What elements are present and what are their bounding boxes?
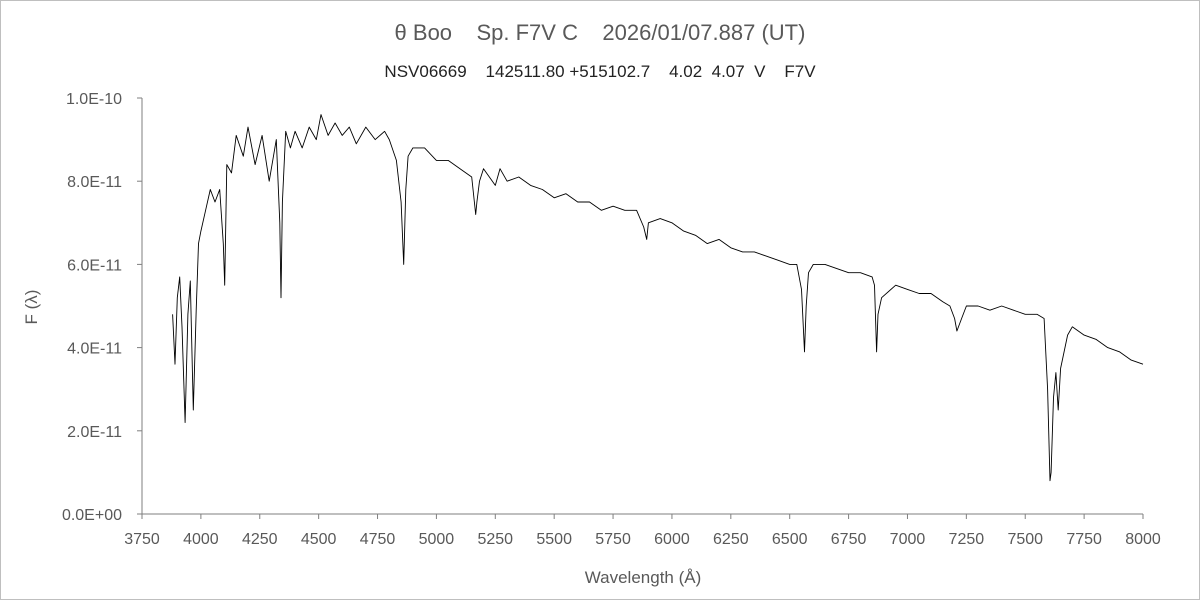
x-tick-label: 6500 xyxy=(772,531,808,548)
y-tick-label: 8.0E-11 xyxy=(67,174,122,191)
series-group xyxy=(172,114,1144,482)
chart-subtitle: NSV06669 142511.80 +515102.7 4.02 4.07 V… xyxy=(384,62,816,81)
y-tick-label: 4.0E-11 xyxy=(67,341,122,358)
x-tick-label: 4500 xyxy=(301,531,337,548)
x-tick-label: 5750 xyxy=(595,531,631,548)
x-tick-label: 7000 xyxy=(890,531,926,548)
x-tick-label: 4000 xyxy=(183,531,219,548)
x-tick-label: 6250 xyxy=(713,531,749,548)
y-tick-label: 0.0E+00 xyxy=(62,507,122,524)
x-axis-title: Wavelength (Å) xyxy=(585,568,702,587)
x-tick-label: 4750 xyxy=(360,531,396,548)
axes xyxy=(137,97,1144,519)
x-tick-label: 6750 xyxy=(831,531,867,548)
y-tick-label: 1.0E-10 xyxy=(66,91,122,108)
x-tick-label: 7500 xyxy=(1007,531,1043,548)
spectrum-line xyxy=(172,114,1144,482)
x-tick-label: 5000 xyxy=(419,531,455,548)
x-tick-label: 7750 xyxy=(1066,531,1102,548)
x-tick-label: 5250 xyxy=(477,531,513,548)
chart-title: θ Boo Sp. F7V C 2026/01/07.887 (UT) xyxy=(394,20,806,45)
x-tick-label: 4250 xyxy=(242,531,278,548)
y-axis-title: F (λ) xyxy=(22,290,41,325)
x-tick-label: 3750 xyxy=(124,531,160,548)
tick-labels: 3750 4000 4250 4500 4750 5000 5250 5500 5750 6000… xyxy=(62,91,1161,548)
x-tick-label: 5500 xyxy=(536,531,572,548)
x-tick-label: 8000 xyxy=(1125,531,1161,548)
y-tick-label: 6.0E-11 xyxy=(67,257,122,274)
x-tick-label: 7250 xyxy=(949,531,985,548)
x-tick-label: 6000 xyxy=(654,531,690,548)
y-tick-label: 2.0E-11 xyxy=(67,424,122,441)
